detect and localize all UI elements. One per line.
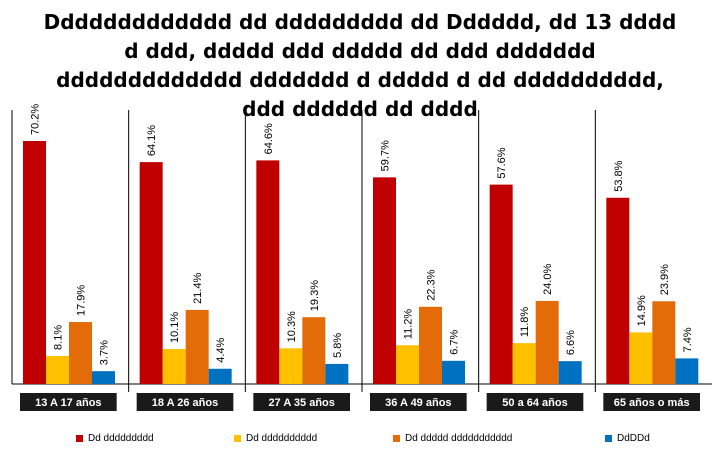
bar-4-2 — [208, 368, 232, 384]
legend-item: Dd dddddddddd — [234, 433, 317, 444]
data-label: 57.6% — [496, 147, 508, 178]
bar-1-6 — [606, 197, 630, 384]
data-label: 59.7% — [380, 140, 392, 171]
data-label: 21.4% — [192, 273, 204, 304]
category-label: 13 A 17 años — [35, 397, 101, 409]
data-label: 10.1% — [169, 312, 181, 343]
bar-4-4 — [442, 360, 465, 384]
category-label-box — [253, 393, 350, 411]
legend-label: DdDDd — [617, 433, 650, 444]
category-label-box — [370, 393, 467, 411]
data-label: 24.0% — [542, 264, 554, 295]
bar-4-5 — [558, 361, 582, 384]
data-label: 5.8% — [332, 333, 344, 358]
bar-4-6 — [675, 358, 699, 384]
data-label: 3.7% — [99, 340, 111, 365]
bar-2-1 — [46, 355, 69, 384]
data-label: 53.8% — [613, 160, 625, 191]
bar-3-3 — [302, 317, 326, 384]
data-label: 19.3% — [309, 280, 321, 311]
bar-1-1 — [23, 141, 46, 384]
chart-title: Ddddddddddddd dd ddddddddd dd Dddddd, dd… — [43, 10, 677, 121]
category-label: 18 A 26 años — [152, 397, 218, 409]
data-label: 11.2% — [403, 309, 415, 340]
legend-swatch — [234, 435, 241, 442]
legend-swatch — [393, 435, 400, 442]
legend-label: Dd dddddddddd — [246, 433, 318, 444]
bar-2-3 — [279, 348, 303, 384]
bar-1-3 — [256, 160, 280, 384]
bar-3-1 — [69, 322, 92, 384]
data-label: 8.1% — [53, 325, 65, 350]
category-label-box — [20, 393, 117, 411]
legend-item: DdDDd — [605, 433, 650, 444]
category-label: 65 años o más — [614, 397, 690, 409]
bar-2-6 — [629, 332, 653, 384]
data-label: 11.8% — [519, 307, 531, 338]
data-label: 6.6% — [565, 330, 577, 355]
legend-item: Dd ddddddddd — [76, 433, 154, 444]
bar-4-1 — [92, 371, 115, 384]
bar-4-3 — [325, 363, 349, 384]
bar-3-6 — [652, 301, 676, 384]
legend-swatch — [76, 435, 83, 442]
data-label: 64.1% — [146, 125, 158, 156]
data-label: 6.7% — [449, 330, 461, 355]
category-label: 27 A 35 años — [268, 397, 334, 409]
bar-1-4 — [373, 177, 396, 384]
bar-2-5 — [512, 343, 536, 384]
legend-swatch — [605, 435, 612, 442]
data-label: 70.2% — [30, 104, 42, 135]
bar-3-5 — [535, 300, 559, 384]
data-label: 10.3% — [286, 311, 298, 342]
bar-1-2 — [139, 162, 163, 384]
bar-2-4 — [396, 345, 419, 384]
legend: Dd ddddddddd Dd dddddddddd Dd ddddd dddddd… — [0, 433, 722, 449]
legend-label: Dd ddddd ddddddddddd — [405, 433, 513, 444]
category-label: 50 a 64 años — [502, 397, 567, 409]
bar-2-2 — [162, 349, 186, 384]
category-label-box — [486, 393, 584, 411]
data-label: 7.4% — [682, 327, 694, 352]
legend-label: Dd ddddddddd — [88, 433, 154, 444]
data-label: 4.4% — [215, 337, 227, 362]
category-label-box — [603, 393, 700, 411]
data-label: 64.6% — [263, 123, 275, 154]
data-label: 22.3% — [426, 269, 438, 300]
data-label: 14.9% — [636, 295, 648, 326]
category-label-box — [136, 393, 234, 411]
bar-3-2 — [185, 309, 209, 384]
data-label: 23.9% — [659, 264, 671, 295]
legend-item: Dd ddddd ddddddddddd — [393, 433, 512, 444]
bar-3-4 — [419, 306, 442, 384]
category-label: 36 A 49 años — [385, 397, 451, 409]
bar-1-5 — [489, 184, 513, 384]
data-label: 17.9% — [76, 285, 88, 316]
